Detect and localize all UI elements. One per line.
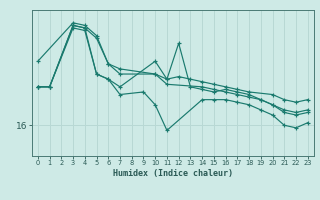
X-axis label: Humidex (Indice chaleur): Humidex (Indice chaleur)	[113, 169, 233, 178]
